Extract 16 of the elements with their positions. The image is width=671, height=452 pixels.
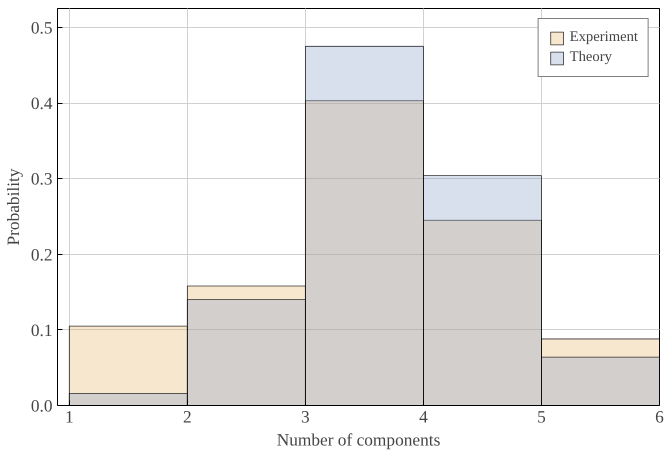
- x-tick-label: 2: [183, 408, 192, 426]
- y-tick-label: 0.5: [30, 18, 53, 38]
- y-tick-label: 0.1: [30, 320, 53, 340]
- x-tick-label: 4: [419, 408, 428, 426]
- x-tick-label: 3: [301, 408, 310, 426]
- y-axis-title: Probability: [4, 168, 23, 246]
- legend-label: Experiment: [570, 29, 638, 46]
- legend-label: Theory: [570, 49, 612, 66]
- y-tick-label: 0.2: [30, 245, 53, 264]
- x-tick-label: 6: [655, 408, 664, 426]
- x-axis-title: Number of components: [276, 430, 441, 450]
- x-tick-label: 5: [537, 408, 546, 426]
- y-tick-label: 0.3: [30, 170, 53, 189]
- y-tick-label: 0.0: [30, 396, 53, 416]
- y-tick-label: 0.4: [30, 94, 53, 114]
- x-tick-label: 1: [64, 408, 74, 426]
